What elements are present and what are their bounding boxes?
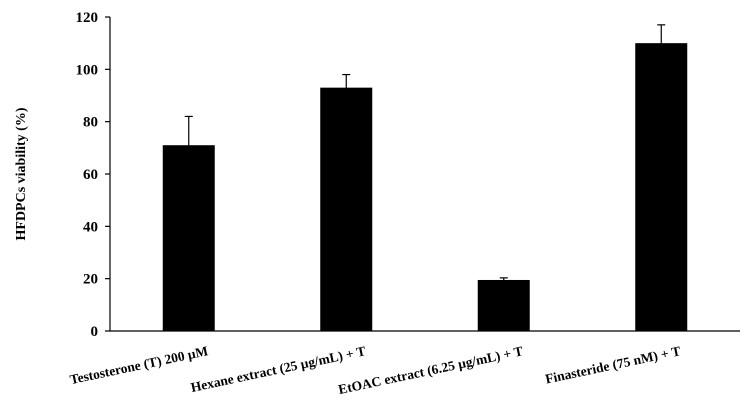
y-tick-label: 120: [76, 10, 99, 26]
y-tick-label: 100: [76, 62, 99, 78]
y-tick-label: 40: [83, 219, 98, 235]
bar: [162, 145, 215, 331]
bar: [477, 279, 530, 331]
error-bars: [184, 24, 666, 283]
y-tick-label: 60: [83, 167, 98, 183]
y-tick-label: 20: [83, 272, 98, 288]
y-tick-label: 80: [83, 115, 98, 131]
x-category-label: Finasteride (75 nM) + T: [544, 343, 682, 386]
y-axis-title: HFDPCs viability (%): [14, 107, 29, 240]
bar: [320, 87, 373, 332]
y-ticks: 0 20 40 60 80 100 120: [76, 10, 110, 340]
bar: [635, 43, 688, 332]
y-tick-label: 0: [91, 324, 99, 340]
bars: [162, 43, 688, 332]
